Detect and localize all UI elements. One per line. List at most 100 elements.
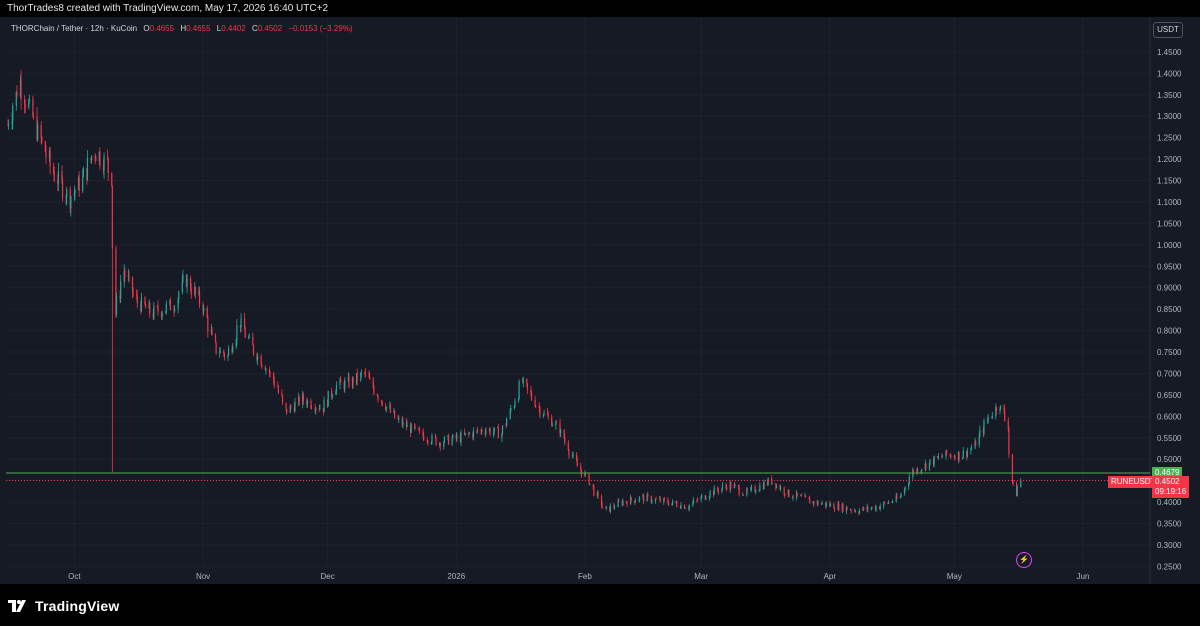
candle-body	[273, 379, 275, 386]
candle-body	[423, 435, 425, 441]
candle-body	[962, 457, 964, 460]
candle-body	[331, 394, 333, 397]
candle-body	[597, 491, 599, 497]
candle-body	[240, 318, 242, 328]
candle-body	[252, 345, 255, 355]
candle-body	[978, 435, 980, 446]
candle-body	[763, 481, 765, 489]
candle-body	[854, 510, 856, 513]
candle-body	[232, 346, 234, 353]
candle-body	[589, 484, 591, 486]
candle-body	[1012, 480, 1014, 484]
candle-body	[580, 466, 582, 470]
candle-body	[626, 502, 628, 505]
y-tick-label: 1.2000	[1157, 155, 1182, 164]
x-tick-label: Jun	[1077, 572, 1090, 581]
candle-body	[149, 302, 151, 314]
candle-body	[1004, 411, 1006, 421]
candle-body	[61, 179, 64, 199]
candle-body	[887, 502, 889, 504]
candle-body	[70, 196, 72, 209]
candle-body	[821, 502, 823, 504]
candle-body	[725, 485, 727, 487]
candle-body	[273, 373, 275, 380]
candle-body	[12, 105, 14, 122]
candle-body	[398, 418, 400, 420]
candle-body	[899, 497, 901, 498]
candle-body	[111, 172, 113, 186]
candle-body	[891, 501, 893, 503]
candle-body	[783, 487, 785, 494]
y-tick-label: 0.9500	[1157, 262, 1182, 271]
candle-body	[858, 510, 861, 514]
candle-body	[517, 398, 520, 402]
candle-body	[315, 408, 317, 411]
candle-body	[131, 277, 134, 292]
candle-body	[156, 305, 159, 307]
candle-body	[24, 103, 26, 108]
high-value: 0.4655	[186, 24, 211, 33]
candle-body	[796, 492, 798, 498]
candle-body	[513, 406, 515, 408]
candle-body	[310, 407, 313, 409]
candle-body	[410, 424, 412, 433]
candle-body	[219, 352, 221, 354]
currency-button[interactable]: USDT	[1153, 22, 1183, 38]
candle-body	[310, 400, 312, 408]
candle-body	[920, 470, 922, 473]
watermark-title: ThorTrades8 created with TradingView.com…	[7, 3, 329, 14]
candle-body	[903, 488, 906, 494]
candle-body	[128, 275, 130, 278]
candle-body	[601, 505, 603, 508]
candle-body	[788, 489, 790, 497]
candle-body	[335, 384, 338, 392]
candle-body	[833, 503, 835, 509]
y-tick-label: 1.1000	[1157, 198, 1182, 207]
candle-body	[501, 433, 503, 439]
candle-body	[567, 442, 569, 451]
flash-icon[interactable]: ⚡	[1016, 552, 1032, 568]
candle-body	[144, 304, 147, 309]
candle-body	[260, 355, 262, 365]
candle-body	[252, 336, 254, 346]
candle-body	[402, 421, 404, 425]
candle-body	[991, 417, 993, 419]
candle-body	[705, 498, 707, 500]
candle-body	[15, 92, 17, 106]
candle-body	[539, 407, 541, 416]
candle-body	[472, 430, 475, 438]
candle-body	[713, 487, 715, 495]
candle-body	[1007, 420, 1009, 430]
candle-body	[726, 486, 728, 490]
candle-body	[912, 470, 914, 477]
candle-body	[203, 308, 205, 312]
candle-countdown: 09:19:16	[1155, 486, 1187, 496]
candle-body	[928, 462, 931, 470]
candle-body	[704, 495, 706, 500]
price-chart[interactable]: 1.4500 1.4000 1.3500 1.3000 1.2500 1.2000 1.15…	[0, 0, 1200, 584]
candle-body	[244, 329, 246, 338]
candle-body	[236, 325, 238, 340]
low-label: L	[216, 24, 222, 33]
y-tick-label: 0.7500	[1157, 348, 1182, 357]
candle-body	[8, 124, 10, 126]
candle-body	[194, 287, 196, 294]
candle-body	[397, 418, 399, 420]
candle-body	[638, 496, 641, 501]
candle-body	[11, 121, 13, 125]
candle-body	[115, 248, 117, 315]
candle-body	[177, 298, 179, 309]
candle-body	[356, 373, 358, 381]
candle-body	[165, 311, 167, 314]
candle-body	[688, 504, 690, 509]
y-tick-label: 0.2500	[1157, 562, 1182, 571]
candle-body	[435, 437, 437, 446]
candle-body	[207, 317, 209, 332]
candle-body	[302, 394, 304, 402]
candle-body	[784, 493, 786, 496]
candle-body	[452, 434, 454, 439]
candle-body	[941, 456, 944, 458]
candle-body	[701, 495, 703, 498]
candle-body	[501, 425, 504, 434]
candle-body	[526, 378, 528, 384]
